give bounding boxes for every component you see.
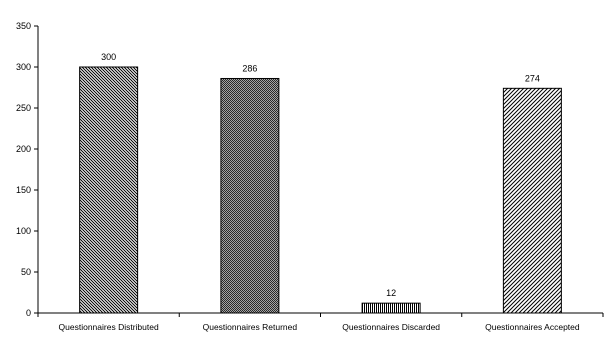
- bar-value-label: 12: [386, 288, 396, 298]
- y-axis: 0 50 100 150 200 250 300 350: [16, 21, 39, 318]
- y-tick-label: 350: [16, 21, 31, 31]
- x-category-label: Questionnaires Distributed: [59, 322, 159, 332]
- x-category-label: Questionnaires Returned: [203, 322, 298, 332]
- x-category-label: Questionnaires Accepted: [485, 322, 580, 332]
- x-axis: Questionnaires Distributed Questionnaires…: [37, 312, 604, 332]
- y-tick-label: 250: [16, 103, 31, 113]
- bar: [502, 87, 562, 314]
- bar-value-label: 300: [101, 52, 116, 62]
- y-tick-label: 150: [16, 185, 31, 195]
- y-tick-label: 300: [16, 62, 31, 72]
- data-labels: 300 286 12 274: [101, 52, 540, 298]
- bar: [79, 66, 139, 314]
- y-tick-label: 200: [16, 144, 31, 154]
- bars: [79, 66, 562, 314]
- bar: [361, 302, 421, 314]
- bar-value-label: 286: [242, 63, 257, 73]
- bar-value-label: 274: [525, 73, 540, 83]
- y-tick-label: 50: [21, 267, 31, 277]
- x-category-label: Questionnaires Discarded: [342, 322, 440, 332]
- y-tick-label: 0: [26, 308, 31, 318]
- bar: [220, 77, 280, 314]
- y-tick-label: 100: [16, 226, 31, 236]
